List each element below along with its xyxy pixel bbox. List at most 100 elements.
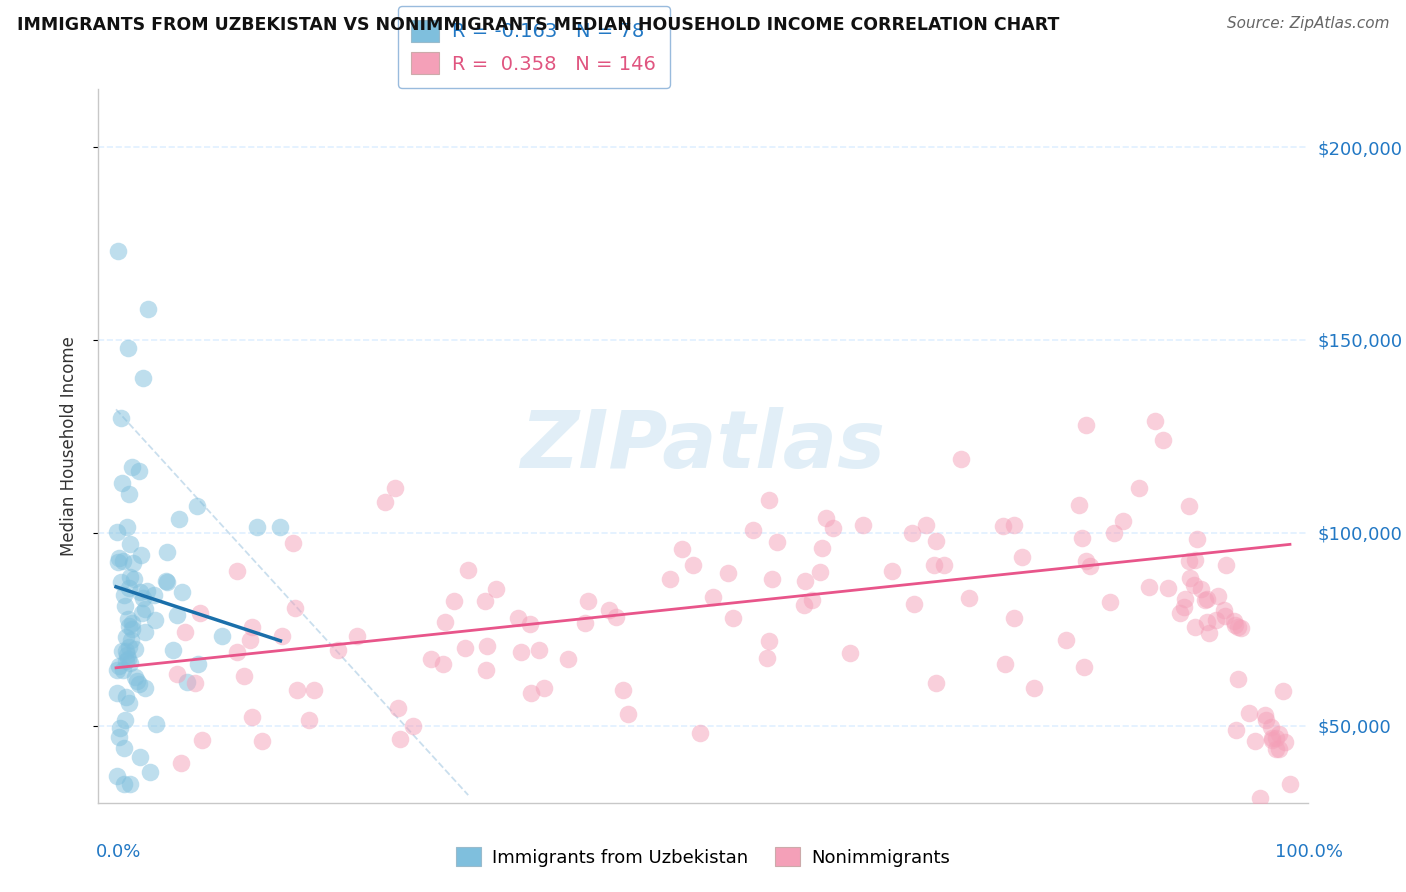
Point bbox=[689, 726, 711, 740]
Point bbox=[1002, 611, 1025, 625]
Point bbox=[1230, 621, 1253, 635]
Point bbox=[475, 639, 498, 653]
Point bbox=[121, 556, 143, 570]
Point bbox=[721, 611, 744, 625]
Text: ZIPatlas: ZIPatlas bbox=[520, 407, 886, 485]
Point bbox=[453, 640, 475, 655]
Point bbox=[128, 464, 150, 478]
Point bbox=[1174, 592, 1197, 607]
Point bbox=[1223, 614, 1246, 628]
Point bbox=[129, 585, 152, 599]
Point bbox=[118, 776, 141, 790]
Point bbox=[1225, 723, 1247, 737]
Point bbox=[932, 558, 955, 572]
Point bbox=[717, 566, 740, 580]
Legend: Immigrants from Uzbekistan, Nonimmigrants: Immigrants from Uzbekistan, Nonimmigrant… bbox=[449, 840, 957, 874]
Point bbox=[991, 519, 1014, 533]
Point bbox=[1112, 514, 1135, 528]
Point bbox=[1178, 553, 1201, 567]
Point bbox=[811, 541, 834, 556]
Point bbox=[242, 620, 264, 634]
Point bbox=[1184, 553, 1206, 567]
Point bbox=[1215, 558, 1237, 573]
Point bbox=[823, 521, 845, 535]
Point bbox=[240, 710, 263, 724]
Point bbox=[114, 599, 136, 614]
Point bbox=[1182, 578, 1205, 592]
Point bbox=[671, 542, 693, 557]
Point bbox=[1184, 620, 1206, 634]
Point bbox=[1104, 526, 1126, 541]
Point bbox=[134, 681, 156, 696]
Point bbox=[793, 598, 815, 612]
Point bbox=[283, 535, 305, 549]
Point bbox=[576, 593, 599, 607]
Point bbox=[302, 682, 325, 697]
Point bbox=[110, 575, 132, 590]
Point bbox=[506, 611, 529, 625]
Point bbox=[118, 640, 141, 654]
Point bbox=[111, 644, 134, 658]
Point bbox=[1256, 713, 1278, 727]
Point bbox=[925, 676, 948, 690]
Point bbox=[118, 581, 141, 595]
Point bbox=[115, 643, 138, 657]
Point bbox=[1152, 433, 1174, 447]
Point bbox=[374, 495, 396, 509]
Point bbox=[122, 572, 145, 586]
Point bbox=[107, 769, 129, 783]
Point bbox=[250, 734, 273, 748]
Point bbox=[682, 558, 704, 573]
Point bbox=[246, 520, 269, 534]
Point bbox=[1067, 498, 1090, 512]
Point bbox=[170, 756, 193, 771]
Point bbox=[114, 654, 136, 668]
Point bbox=[108, 551, 131, 566]
Point bbox=[108, 658, 131, 673]
Point bbox=[761, 572, 783, 586]
Point bbox=[1078, 559, 1101, 574]
Point bbox=[852, 518, 875, 533]
Point bbox=[107, 555, 129, 569]
Point bbox=[605, 610, 627, 624]
Point bbox=[115, 631, 138, 645]
Point bbox=[105, 686, 128, 700]
Point bbox=[402, 719, 425, 733]
Point bbox=[169, 512, 191, 526]
Point bbox=[474, 594, 496, 608]
Point bbox=[176, 675, 198, 690]
Point bbox=[170, 584, 193, 599]
Point bbox=[1261, 733, 1284, 747]
Point bbox=[1260, 720, 1282, 734]
Point bbox=[1237, 706, 1260, 721]
Point bbox=[233, 669, 256, 683]
Point bbox=[118, 619, 141, 633]
Text: Source: ZipAtlas.com: Source: ZipAtlas.com bbox=[1226, 16, 1389, 31]
Point bbox=[612, 683, 634, 698]
Point bbox=[239, 632, 262, 647]
Point bbox=[328, 643, 350, 657]
Point bbox=[1137, 580, 1160, 594]
Point bbox=[1267, 727, 1289, 741]
Point bbox=[475, 663, 498, 677]
Point bbox=[432, 657, 454, 671]
Text: 0.0%: 0.0% bbox=[96, 843, 141, 861]
Point bbox=[815, 511, 838, 525]
Point bbox=[127, 673, 149, 688]
Point bbox=[121, 615, 143, 630]
Point bbox=[143, 613, 166, 627]
Point bbox=[110, 476, 132, 491]
Point bbox=[1226, 672, 1249, 686]
Point bbox=[1195, 615, 1218, 629]
Point bbox=[993, 657, 1015, 672]
Point bbox=[1272, 814, 1295, 829]
Point bbox=[166, 608, 188, 623]
Point bbox=[211, 629, 233, 643]
Point bbox=[1205, 614, 1227, 628]
Point bbox=[112, 554, 135, 568]
Point bbox=[420, 652, 443, 666]
Point bbox=[117, 341, 139, 355]
Point bbox=[118, 696, 141, 710]
Point bbox=[1185, 532, 1208, 546]
Point bbox=[808, 566, 831, 580]
